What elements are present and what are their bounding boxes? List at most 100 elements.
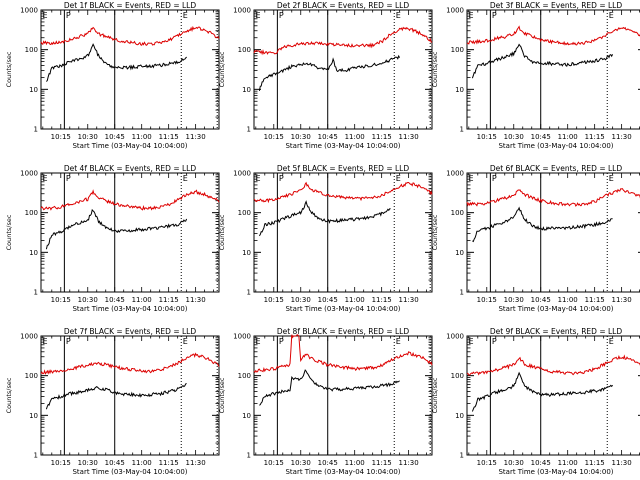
x-tick-label: 10:45 bbox=[105, 296, 125, 304]
y-tick-label: 1 bbox=[460, 452, 464, 460]
y-tick-label: 1 bbox=[460, 289, 464, 297]
time-marker-label: P bbox=[279, 11, 284, 20]
x-tick-label: 10:45 bbox=[318, 459, 338, 467]
lld-series-line bbox=[253, 181, 433, 204]
x-tick-label: 11:15 bbox=[372, 296, 392, 304]
y-axis-label: Counts/sec bbox=[5, 214, 13, 250]
y-tick-label: 1000 bbox=[233, 7, 251, 15]
y-tick-label: 10 bbox=[242, 86, 251, 94]
y-tick-label: 1000 bbox=[20, 7, 38, 15]
detector-panel: Det 8f BLACK = Events, RED = LLD 1 10 100 10… bbox=[218, 327, 433, 476]
y-tick-label: 10 bbox=[242, 412, 251, 420]
panel-title: Det 2f BLACK = Events, RED = LLD bbox=[277, 1, 410, 10]
y-tick-label: 1 bbox=[247, 289, 251, 297]
panel-title: Det 4f BLACK = Events, RED = LLD bbox=[64, 164, 197, 173]
y-axis-label: Counts/sec bbox=[431, 214, 439, 250]
lld-series-line bbox=[253, 334, 433, 374]
y-tick-label: 100 bbox=[451, 372, 464, 380]
x-axis-label: Start Time (03-May-04 10:04:00) bbox=[72, 468, 187, 476]
plot-frame bbox=[466, 335, 640, 456]
y-tick-label: 10 bbox=[455, 249, 464, 257]
x-tick-label: 11:15 bbox=[372, 133, 392, 141]
x-tick-label: 11:30 bbox=[612, 133, 632, 141]
detector-panel: Det 4f BLACK = Events, RED = LLD 1 10 100 10… bbox=[5, 164, 220, 313]
x-axis-label: Start Time (03-May-04 10:04:00) bbox=[285, 142, 400, 150]
y-tick-label: 1000 bbox=[446, 170, 464, 178]
time-marker-label: E bbox=[43, 337, 48, 346]
x-tick-label: 10:15 bbox=[264, 459, 284, 467]
time-marker-label: E bbox=[396, 337, 401, 346]
lld-series-line bbox=[40, 189, 220, 211]
y-axis-label: Counts/sec bbox=[431, 377, 439, 413]
y-tick-label: 10 bbox=[455, 86, 464, 94]
x-tick-label: 11:00 bbox=[558, 459, 578, 467]
y-tick-label: 100 bbox=[238, 372, 251, 380]
events-series-line bbox=[258, 54, 401, 91]
lld-series-line bbox=[466, 188, 640, 207]
x-tick-label: 10:30 bbox=[78, 133, 98, 141]
time-marker-label: E bbox=[469, 174, 474, 183]
lld-series-line bbox=[40, 352, 220, 375]
lld-series-line bbox=[40, 25, 220, 46]
x-tick-label: 11:00 bbox=[132, 133, 152, 141]
events-series-line bbox=[258, 200, 391, 237]
y-tick-label: 1 bbox=[247, 126, 251, 134]
x-tick-label: 10:15 bbox=[477, 459, 497, 467]
x-tick-label: 10:45 bbox=[318, 133, 338, 141]
plot-frame bbox=[466, 9, 640, 130]
y-tick-label: 1000 bbox=[446, 333, 464, 341]
x-tick-label: 11:30 bbox=[399, 133, 419, 141]
y-tick-label: 10 bbox=[455, 412, 464, 420]
time-marker-label: P bbox=[279, 174, 284, 183]
time-marker-label: E bbox=[256, 337, 261, 346]
detector-panel: Det 5f BLACK = Events, RED = LLD 1 10 100 10… bbox=[218, 164, 433, 313]
plot-frame bbox=[466, 172, 640, 293]
time-marker-label: E bbox=[609, 337, 614, 346]
lld-series-line bbox=[466, 25, 640, 46]
time-marker-label: E bbox=[183, 11, 188, 20]
time-marker-label: E bbox=[256, 11, 261, 20]
y-tick-label: 1000 bbox=[233, 333, 251, 341]
x-tick-label: 10:15 bbox=[264, 133, 284, 141]
events-series-line bbox=[472, 206, 613, 243]
y-tick-label: 100 bbox=[25, 209, 38, 217]
panel-title: Det 5f BLACK = Events, RED = LLD bbox=[277, 164, 410, 173]
x-tick-label: 10:45 bbox=[318, 296, 338, 304]
y-tick-label: 10 bbox=[29, 249, 38, 257]
x-tick-label: 10:45 bbox=[105, 133, 125, 141]
time-marker-label: E bbox=[43, 174, 48, 183]
y-tick-label: 1 bbox=[34, 126, 38, 134]
events-series-line bbox=[471, 371, 613, 412]
x-axis-label: Start Time (03-May-04 10:04:00) bbox=[498, 142, 613, 150]
y-tick-label: 1000 bbox=[20, 170, 38, 178]
x-axis-label: Start Time (03-May-04 10:04:00) bbox=[498, 305, 613, 313]
events-series-line bbox=[45, 383, 187, 410]
panel-title: Det 9f BLACK = Events, RED = LLD bbox=[490, 327, 623, 336]
x-tick-label: 11:30 bbox=[612, 459, 632, 467]
x-tick-label: 11:30 bbox=[186, 133, 206, 141]
x-tick-label: 10:45 bbox=[105, 459, 125, 467]
time-marker-label: P bbox=[66, 11, 71, 20]
y-tick-label: 1000 bbox=[446, 7, 464, 15]
plot-frame bbox=[40, 172, 220, 293]
x-tick-label: 10:15 bbox=[51, 459, 71, 467]
y-tick-label: 10 bbox=[29, 412, 38, 420]
y-tick-label: 1 bbox=[460, 126, 464, 134]
x-tick-label: 10:45 bbox=[531, 296, 551, 304]
x-tick-label: 10:15 bbox=[477, 296, 497, 304]
x-tick-label: 11:15 bbox=[585, 133, 605, 141]
x-tick-label: 11:15 bbox=[372, 459, 392, 467]
panel-title: Det 7f BLACK = Events, RED = LLD bbox=[64, 327, 197, 336]
plot-frame bbox=[40, 9, 220, 130]
plot-frame bbox=[253, 172, 433, 293]
x-tick-label: 11:00 bbox=[345, 296, 365, 304]
y-tick-label: 100 bbox=[451, 46, 464, 54]
y-tick-label: 1 bbox=[34, 452, 38, 460]
time-marker-label: P bbox=[279, 337, 284, 346]
x-tick-label: 11:30 bbox=[612, 296, 632, 304]
time-marker-label: E bbox=[609, 174, 614, 183]
x-tick-label: 10:45 bbox=[531, 133, 551, 141]
time-marker-label: E bbox=[469, 337, 474, 346]
time-marker-label: P bbox=[66, 174, 71, 183]
